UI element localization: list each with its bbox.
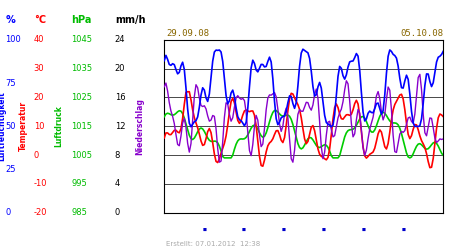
Text: 0: 0	[5, 208, 11, 217]
Text: -10: -10	[34, 179, 47, 188]
Text: 4: 4	[115, 179, 120, 188]
Text: 1015: 1015	[71, 122, 92, 131]
Text: 50: 50	[5, 122, 16, 131]
Text: hPa: hPa	[71, 15, 91, 25]
Text: -20: -20	[34, 208, 47, 217]
Text: 100: 100	[5, 36, 21, 44]
Text: 995: 995	[71, 179, 87, 188]
Text: 1005: 1005	[71, 150, 92, 160]
Text: 24: 24	[115, 36, 125, 44]
Text: 12: 12	[115, 122, 125, 131]
Text: ■: ■	[322, 228, 326, 232]
Text: 0: 0	[34, 150, 39, 160]
Text: Niederschlag: Niederschlag	[135, 98, 144, 155]
Text: 10: 10	[34, 122, 44, 131]
Text: Temperatur: Temperatur	[19, 101, 28, 151]
Text: 20: 20	[115, 64, 125, 73]
Text: 29.09.08: 29.09.08	[166, 28, 210, 38]
Text: 20: 20	[34, 93, 44, 102]
Text: 25: 25	[5, 165, 16, 174]
Text: %: %	[5, 15, 15, 25]
Text: ■: ■	[401, 228, 405, 232]
Text: Erstellt: 07.01.2012  12:38: Erstellt: 07.01.2012 12:38	[166, 242, 261, 248]
Text: 0: 0	[115, 208, 120, 217]
Text: ■: ■	[282, 228, 286, 232]
Text: 1035: 1035	[71, 64, 92, 73]
Text: 1025: 1025	[71, 93, 92, 102]
Text: 75: 75	[5, 78, 16, 88]
Text: Luftdruck: Luftdruck	[54, 105, 63, 147]
Text: 985: 985	[71, 208, 87, 217]
Text: ■: ■	[362, 228, 365, 232]
Text: °C: °C	[34, 15, 46, 25]
Text: 30: 30	[34, 64, 45, 73]
Text: 16: 16	[115, 93, 126, 102]
Text: Luftfeuchtigkeit: Luftfeuchtigkeit	[0, 91, 6, 161]
Text: 8: 8	[115, 150, 120, 160]
Text: 1045: 1045	[71, 36, 92, 44]
Text: ■: ■	[242, 228, 246, 232]
Text: ■: ■	[202, 228, 206, 232]
Text: mm/h: mm/h	[115, 15, 145, 25]
Text: 05.10.08: 05.10.08	[400, 28, 443, 38]
Text: 40: 40	[34, 36, 44, 44]
